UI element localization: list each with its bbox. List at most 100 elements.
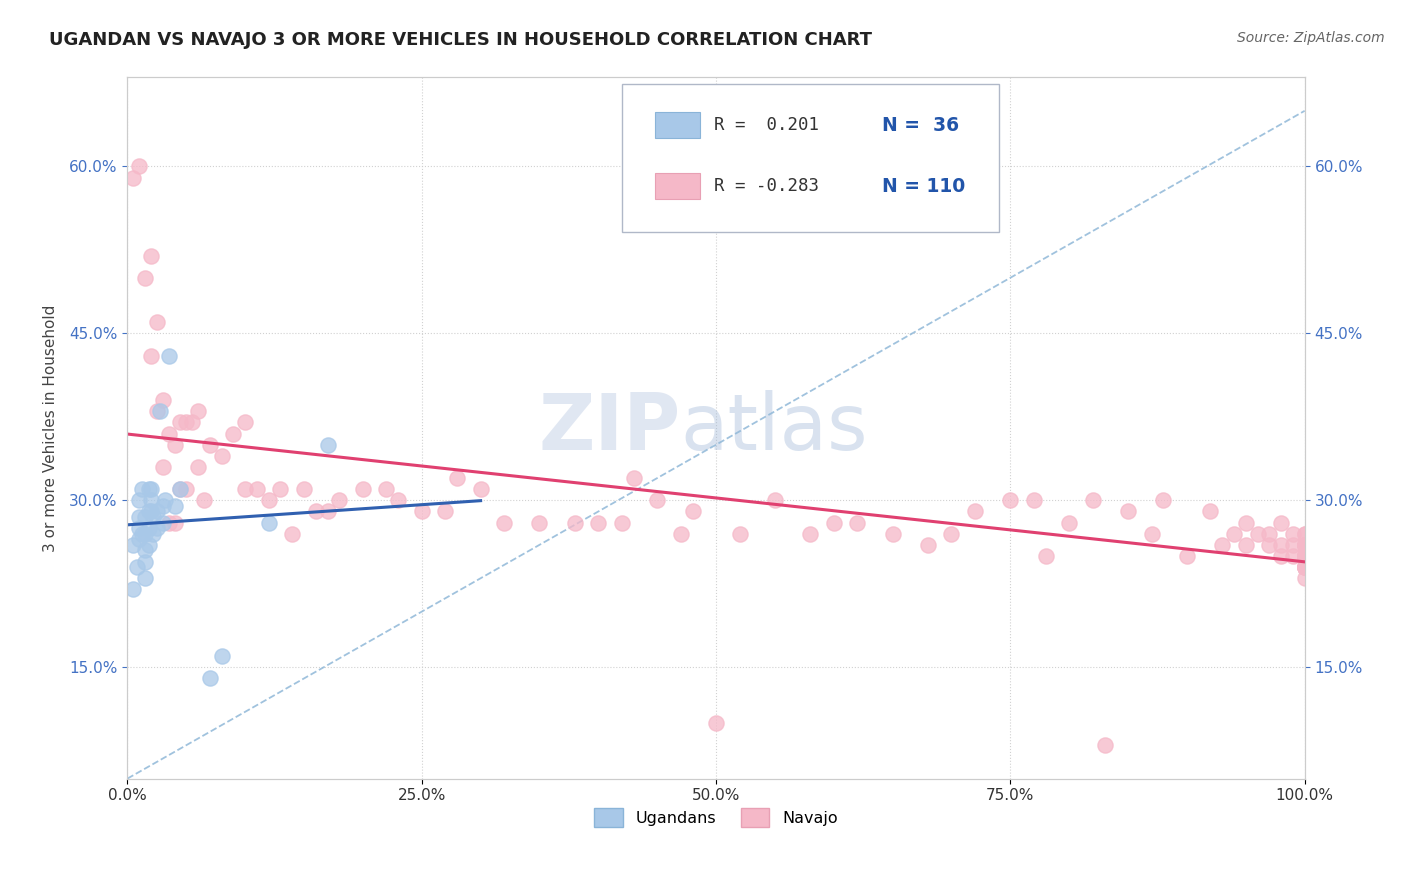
Point	[187, 404, 209, 418]
Point	[152, 459, 174, 474]
Point	[142, 526, 165, 541]
Point	[198, 672, 221, 686]
Point	[1000, 493, 1022, 508]
Point	[139, 504, 162, 518]
FancyBboxPatch shape	[655, 112, 700, 138]
Point	[669, 526, 692, 541]
Point	[610, 516, 633, 530]
Point	[1211, 538, 1233, 552]
Point	[138, 482, 160, 496]
Point	[763, 493, 786, 508]
Point	[1294, 560, 1316, 574]
Point	[1294, 560, 1316, 574]
Point	[139, 482, 162, 496]
Point	[1022, 493, 1045, 508]
Point	[246, 482, 269, 496]
Point	[1294, 538, 1316, 552]
Point	[128, 521, 150, 535]
Point	[1294, 538, 1316, 552]
Point	[146, 315, 169, 329]
Point	[1294, 549, 1316, 563]
Point	[122, 170, 145, 185]
Point	[157, 426, 180, 441]
Point	[1081, 493, 1104, 508]
Point	[198, 438, 221, 452]
Point	[1057, 516, 1080, 530]
Point	[134, 526, 156, 541]
Legend: Ugandans, Navajo: Ugandans, Navajo	[588, 801, 844, 834]
Point	[211, 649, 233, 664]
Point	[233, 416, 256, 430]
Point	[257, 516, 280, 530]
Point	[645, 493, 668, 508]
Point	[128, 493, 150, 508]
Point	[446, 471, 468, 485]
Point	[494, 516, 516, 530]
Point	[157, 516, 180, 530]
Point	[176, 482, 198, 496]
Point	[152, 499, 174, 513]
Point	[146, 404, 169, 418]
Point	[1094, 738, 1116, 752]
Point	[142, 510, 165, 524]
FancyBboxPatch shape	[655, 173, 700, 200]
Point	[181, 416, 204, 430]
Point	[1294, 549, 1316, 563]
FancyBboxPatch shape	[621, 85, 998, 232]
Point	[470, 482, 492, 496]
Point	[963, 504, 986, 518]
Point	[1270, 516, 1292, 530]
Point	[222, 426, 245, 441]
Point	[1294, 560, 1316, 574]
Point	[1294, 526, 1316, 541]
Point	[134, 510, 156, 524]
Point	[316, 438, 339, 452]
Text: N = 110: N = 110	[882, 177, 966, 195]
Point	[1294, 549, 1316, 563]
Point	[1282, 526, 1305, 541]
Point	[163, 499, 186, 513]
Point	[588, 516, 610, 530]
Point	[1294, 560, 1316, 574]
Point	[139, 248, 162, 262]
Point	[128, 160, 150, 174]
Text: ZIP: ZIP	[538, 390, 681, 466]
Point	[1294, 571, 1316, 585]
Point	[1294, 560, 1316, 574]
Point	[1294, 538, 1316, 552]
Point	[146, 504, 169, 518]
Point	[882, 526, 904, 541]
Point	[152, 393, 174, 408]
Y-axis label: 3 or more Vehicles in Household: 3 or more Vehicles in Household	[44, 304, 58, 551]
Point	[1140, 526, 1163, 541]
Point	[176, 416, 198, 430]
Point	[1199, 504, 1222, 518]
Point	[292, 482, 315, 496]
Point	[1270, 538, 1292, 552]
Point	[146, 521, 169, 535]
Point	[163, 516, 186, 530]
Point	[1035, 549, 1057, 563]
Point	[434, 504, 457, 518]
Point	[169, 482, 191, 496]
Point	[1294, 560, 1316, 574]
Point	[1294, 549, 1316, 563]
Point	[193, 493, 215, 508]
Point	[623, 471, 645, 485]
Point	[411, 504, 433, 518]
Point	[134, 571, 156, 585]
Point	[131, 526, 153, 541]
Text: Source: ZipAtlas.com: Source: ZipAtlas.com	[1237, 31, 1385, 45]
Point	[1223, 526, 1246, 541]
Point	[1294, 549, 1316, 563]
Point	[1246, 526, 1268, 541]
Point	[122, 582, 145, 597]
Text: UGANDAN VS NAVAJO 3 OR MORE VEHICLES IN HOUSEHOLD CORRELATION CHART: UGANDAN VS NAVAJO 3 OR MORE VEHICLES IN …	[49, 31, 872, 49]
Point	[134, 270, 156, 285]
Point	[305, 504, 328, 518]
Point	[704, 715, 727, 730]
Point	[128, 533, 150, 547]
Point	[152, 516, 174, 530]
Point	[138, 504, 160, 518]
Point	[122, 538, 145, 552]
